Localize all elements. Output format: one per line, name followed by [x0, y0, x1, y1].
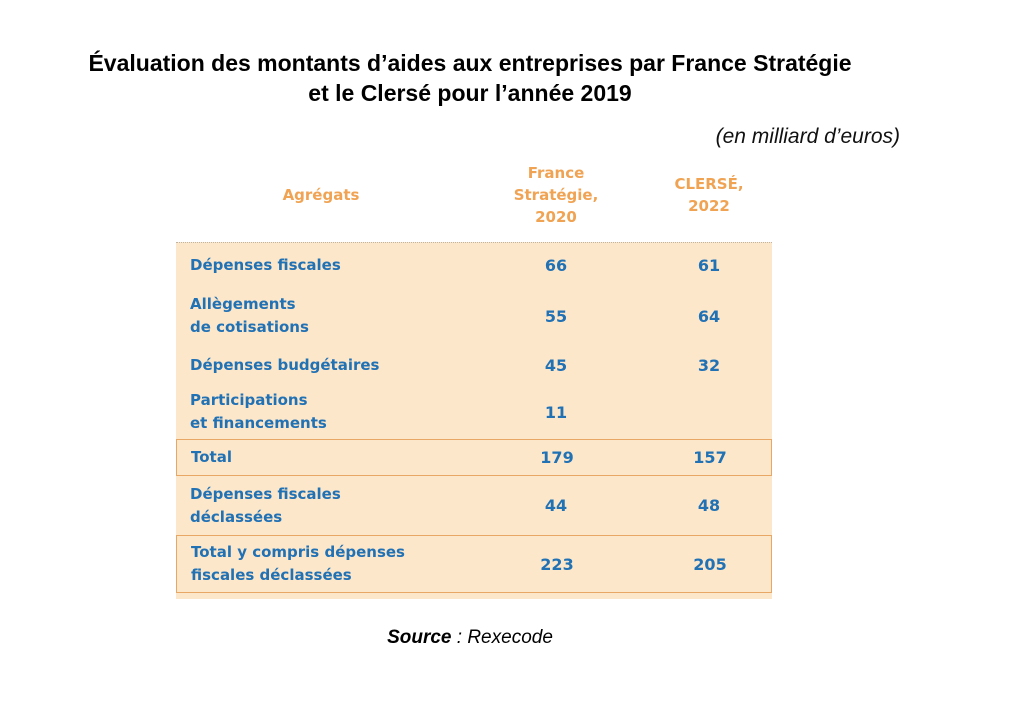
- column-header-clerse: CLERSÉ, 2022: [646, 162, 772, 228]
- row-label-line: Total: [191, 448, 232, 466]
- value-clerse: 64: [697, 306, 721, 326]
- unit-note: (en milliard d’euros): [715, 125, 900, 148]
- column-header-france-strategie: France Stratégie, 2020: [466, 162, 646, 228]
- source-line: Source : Rexecode: [0, 625, 940, 651]
- value-france-strategie: 223: [540, 554, 574, 574]
- table-header-row: Agrégats France Stratégie, 2020 CLERSÉ, …: [176, 162, 772, 228]
- row-label-line: Dépenses budgétaires: [190, 355, 380, 374]
- row-label-line: Dépenses fiscales: [190, 484, 341, 503]
- value-clerse: 205: [693, 554, 727, 574]
- value-france-strategie: 45: [544, 355, 568, 375]
- column-header-fs-line-3: 2020: [535, 208, 577, 226]
- column-header-clerse-line-1: CLERSÉ,: [674, 175, 744, 193]
- figure-title-line-1: Évaluation des montants d’aides aux entr…: [88, 50, 852, 76]
- row-label: Participations et financements: [176, 389, 466, 435]
- row-label-line: Dépenses fiscales: [190, 255, 341, 274]
- row-label-line: Participations: [190, 391, 308, 409]
- column-header-agregats-label: Agrégats: [282, 186, 360, 204]
- row-label: Allègements de cotisations: [176, 293, 466, 339]
- row-label-line: de cotisations: [190, 318, 309, 336]
- table-row-total: Total 179 157: [176, 439, 772, 476]
- source-label: Source: [387, 627, 452, 648]
- row-label: Total y compris dépenses fiscales déclas…: [177, 541, 467, 587]
- row-label: Dépenses fiscales: [176, 254, 466, 277]
- source-value: : Rexecode: [451, 627, 553, 648]
- column-header-agregats: Agrégats: [176, 162, 466, 228]
- value-france-strategie: 179: [540, 448, 574, 467]
- row-label: Dépenses budgétaires: [176, 354, 466, 377]
- table-row-allegements-cotisations: Allègements de cotisations 55 64: [176, 287, 772, 345]
- row-label-line: Allègements: [190, 295, 296, 313]
- row-label-line: déclassées: [190, 507, 283, 526]
- table-row-depenses-budgetaires: Dépenses budgétaires 45 32: [176, 345, 772, 385]
- table-body: Dépenses fiscales 66 61 Allègements de c…: [176, 242, 772, 599]
- value-clerse: 157: [693, 448, 727, 467]
- value-france-strategie: 66: [544, 255, 568, 275]
- value-france-strategie: 44: [544, 496, 568, 515]
- figure-title: Évaluation des montants d’aides aux entr…: [0, 48, 940, 108]
- figure-title-line-2: et le Clersé pour l’année 2019: [308, 80, 632, 106]
- row-label-line: et financements: [190, 414, 327, 432]
- table-row-depenses-fiscales-declassees: Dépenses fiscales déclassées 44 48: [176, 476, 772, 535]
- table-row-participations-financements: Participations et financements 11: [176, 385, 772, 439]
- row-label-line: Total y compris dépenses: [191, 543, 405, 561]
- column-header-fs-line-1: France: [527, 164, 585, 182]
- row-label-line: fiscales déclassées: [191, 566, 352, 584]
- value-clerse: 48: [697, 496, 721, 515]
- column-header-fs-line-2: Stratégie,: [513, 186, 599, 204]
- value-france-strategie: 55: [544, 306, 568, 326]
- column-header-clerse-line-2: 2022: [688, 197, 730, 215]
- value-clerse: 32: [697, 355, 721, 375]
- value-clerse: 61: [697, 255, 721, 275]
- value-france-strategie: 11: [544, 402, 568, 422]
- table-row-total-y-compris: Total y compris dépenses fiscales déclas…: [176, 535, 772, 593]
- row-label: Total: [177, 446, 467, 469]
- row-label: Dépenses fiscales déclassées: [176, 483, 466, 529]
- table-row-depenses-fiscales: Dépenses fiscales 66 61: [176, 243, 772, 287]
